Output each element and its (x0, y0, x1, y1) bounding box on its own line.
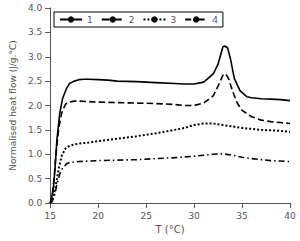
svg-text:T (°C): T (°C) (155, 224, 185, 235)
svg-text:30: 30 (188, 211, 200, 221)
svg-text:35: 35 (236, 211, 247, 221)
svg-text:1.0: 1.0 (28, 149, 43, 159)
svg-text:3: 3 (170, 15, 176, 25)
svg-text:2: 2 (129, 15, 135, 25)
svg-text:1: 1 (87, 15, 93, 25)
svg-text:4.0: 4.0 (28, 3, 43, 13)
svg-text:3.5: 3.5 (28, 27, 42, 37)
svg-text:25: 25 (140, 211, 151, 221)
svg-text:0.0: 0.0 (28, 198, 43, 208)
svg-text:2.0: 2.0 (28, 101, 43, 111)
svg-text:4: 4 (212, 15, 218, 25)
svg-text:20: 20 (92, 211, 104, 221)
svg-text:1.5: 1.5 (28, 125, 42, 135)
svg-text:2.5: 2.5 (28, 76, 42, 86)
svg-text:40: 40 (284, 211, 296, 221)
svg-text:3.0: 3.0 (28, 52, 43, 62)
svg-text:0.5: 0.5 (28, 174, 42, 184)
svg-text:15: 15 (44, 211, 55, 221)
svg-text:Normalised heat flow (J/g.°C): Normalised heat flow (J/g.°C) (8, 40, 18, 170)
